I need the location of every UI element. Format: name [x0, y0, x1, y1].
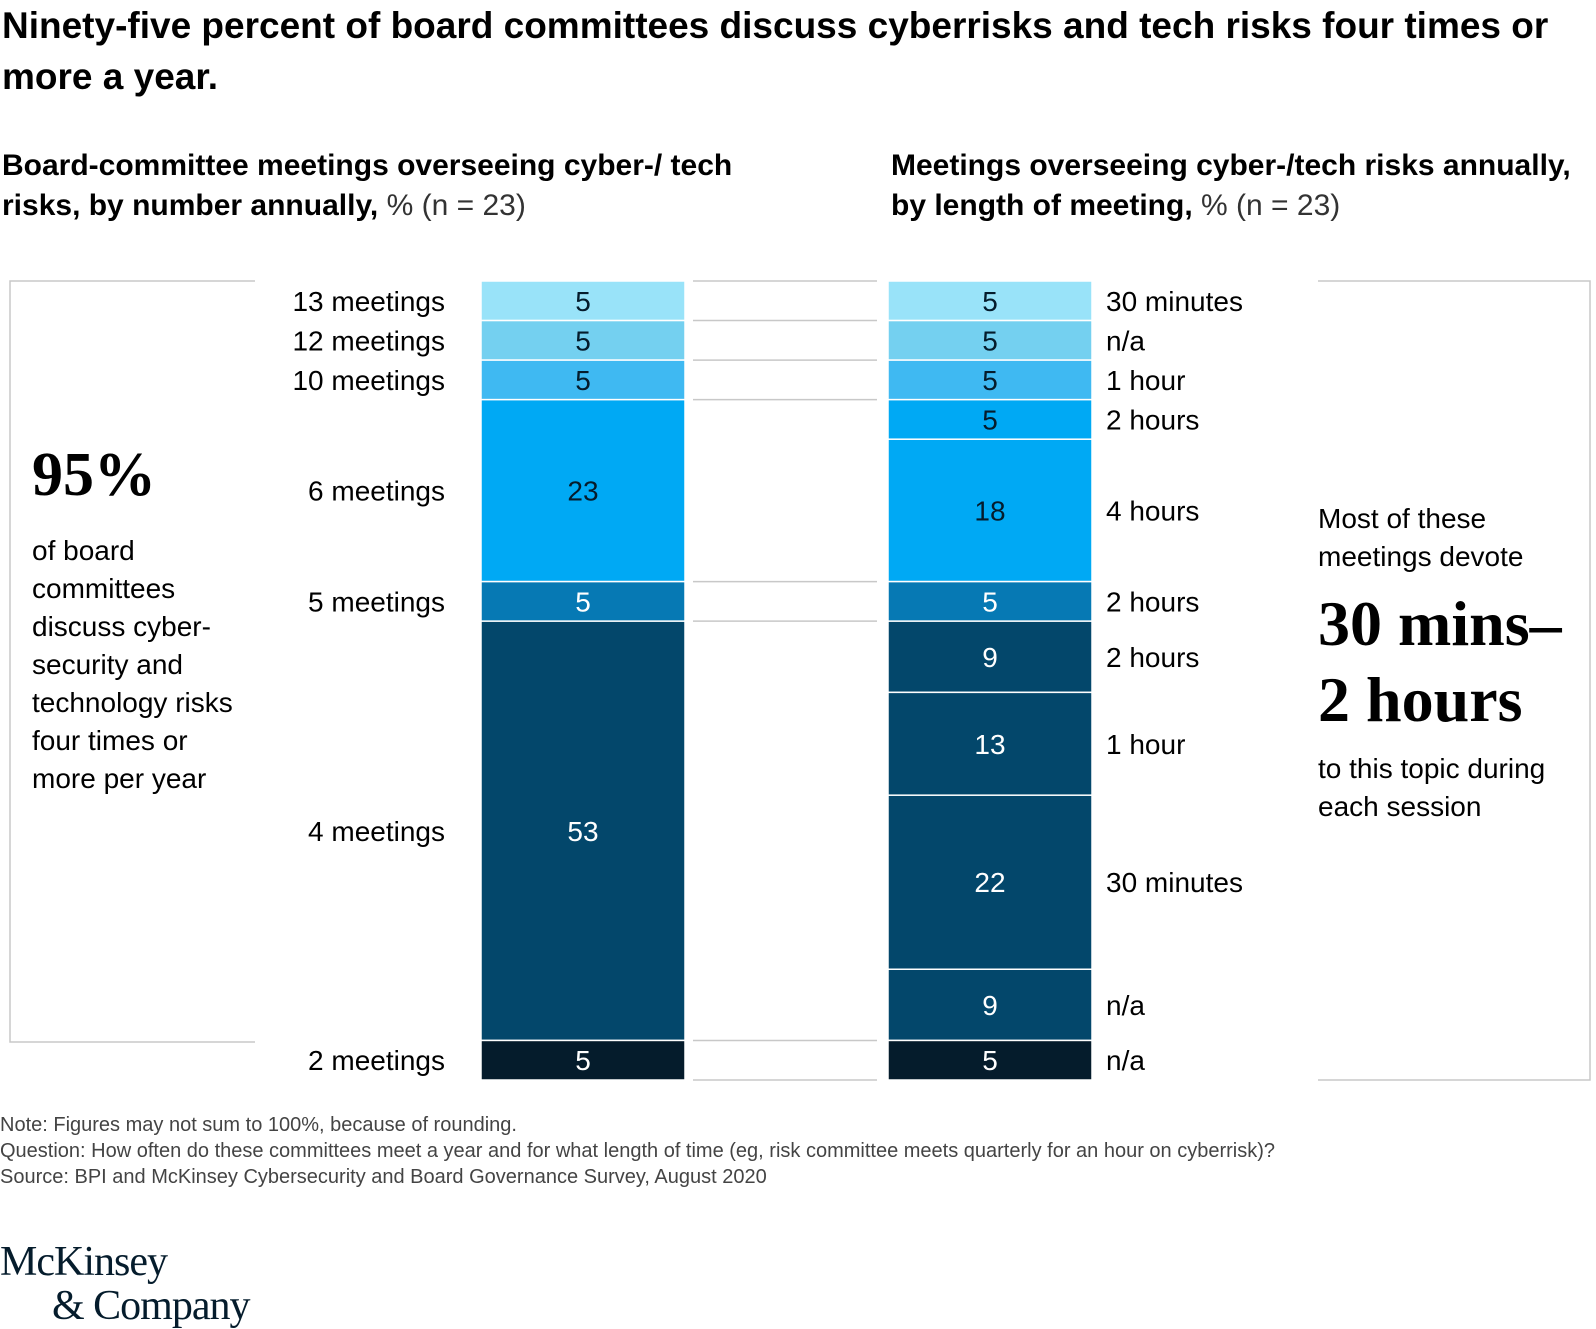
stacked-bar-charts: 5 13 meetings 5 12 meetings 5 10 meetings 23 6 …: [9, 280, 1591, 1081]
left-bar-category-label: 13 meetings: [292, 286, 445, 317]
right-bar-value-label: 13: [974, 729, 1005, 760]
right-bar-value-label: 5: [982, 1045, 998, 1076]
right-bar-category-label: 30 minutes: [1106, 286, 1243, 317]
left-callout-text: of board committees discuss cyber-securi…: [32, 535, 233, 794]
right-bar-value-label: 5: [982, 365, 998, 396]
chart-title: Ninety-five percent of board committees …: [2, 5, 1549, 97]
right-bar-value-label: 5: [982, 286, 998, 317]
left-bar-segment: [480, 580, 686, 622]
left-subtitle-unit: % (n = 23): [378, 189, 526, 222]
left-bar-value-label: 5: [575, 286, 591, 317]
right-bar-category-label: 2 hours: [1106, 586, 1199, 617]
right-bar-segment: [887, 1039, 1093, 1081]
right-subtitle-unit: % (n = 23): [1192, 189, 1341, 222]
left-bar-category-label: 4 meetings: [308, 816, 445, 847]
right-bar-category-label: 4 hours: [1106, 495, 1199, 526]
right-stacked-bar: 5 30 minutes 5 n/a 5 1 hour 5 2 hours 18 4 hours 5…: [887, 280, 1243, 1081]
left-callout-frame: [9, 280, 255, 1043]
right-bar-category-label: 2 hours: [1106, 404, 1199, 435]
right-callout-frame: [1318, 280, 1591, 1081]
right-bar-category-label: n/a: [1106, 990, 1145, 1021]
right-bar-segment: [887, 398, 1093, 440]
right-callout-outro: to this topic during each session: [1318, 753, 1546, 822]
left-bar-category-label: 10 meetings: [292, 365, 445, 396]
left-bar-segment: [480, 280, 686, 322]
right-bar-category-label: 2 hours: [1106, 642, 1199, 673]
left-subtitle-text: Board-committee meetings overseeing cybe…: [2, 149, 733, 222]
footnotes: Note: Figures may not sum to 100%, becau…: [0, 1112, 1590, 1190]
connector-lines: [693, 280, 877, 1081]
left-bar-value-label: 23: [567, 476, 598, 507]
right-bar-category-label: 1 hour: [1106, 365, 1185, 396]
left-bar-category-label: 12 meetings: [292, 325, 445, 356]
right-bar-value-label: 9: [982, 990, 998, 1021]
question-text: Question: How often do these committees …: [0, 1140, 1276, 1162]
right-bar-segment: [887, 359, 1093, 401]
right-bar-value-label: 9: [982, 642, 998, 673]
right-bar-category-label: 30 minutes: [1106, 867, 1243, 898]
right-bar-segment: [887, 280, 1093, 322]
note-text: Note: Figures may not sum to 100%, becau…: [0, 1114, 517, 1136]
right-callout-stat: 30 mins– 2 hours: [1318, 588, 1562, 735]
left-stacked-bar: 5 13 meetings 5 12 meetings 5 10 meetings 23 6 …: [292, 280, 686, 1081]
left-bar-value-label: 53: [567, 816, 598, 847]
left-bar-category-label: 5 meetings: [308, 586, 445, 617]
right-chart-subtitle: Meetings overseeing cyber-/tech risks an…: [891, 146, 1591, 226]
right-bar-category-label: 1 hour: [1106, 729, 1185, 760]
right-bar-segment: [887, 794, 1093, 970]
right-bar-value-label: 18: [974, 495, 1005, 526]
right-bar-value-label: 5: [982, 404, 998, 435]
right-bar-segment: [887, 438, 1093, 583]
right-callout-intro: Most of these meetings devote: [1318, 503, 1524, 572]
right-bar-value-label: 5: [982, 586, 998, 617]
left-callout-stat: 95%: [32, 441, 156, 509]
left-bar-category-label: 6 meetings: [308, 476, 445, 507]
left-callout: 95% of board committees discuss cyber-se…: [32, 440, 252, 798]
left-chart-subtitle: Board-committee meetings overseeing cybe…: [2, 146, 802, 226]
callout-frames: [9, 280, 1591, 1081]
left-bar-value-label: 5: [575, 586, 591, 617]
left-bar-segment: [480, 1039, 686, 1081]
right-bar-value-label: 5: [982, 325, 998, 356]
right-bar-category-label: n/a: [1106, 325, 1145, 356]
right-callout: Most of these meetings devote 30 mins– 2…: [1318, 500, 1588, 826]
mckinsey-logo: McKinsey & Company: [0, 1240, 250, 1328]
logo-line-1: McKinsey: [0, 1239, 168, 1285]
right-subtitle-text: Meetings overseeing cyber-/tech risks an…: [891, 149, 1571, 222]
right-bar-segment: [887, 620, 1093, 694]
left-bar-value-label: 5: [575, 1045, 591, 1076]
left-bar-value-label: 5: [575, 325, 591, 356]
right-bar-category-label: n/a: [1106, 1045, 1145, 1076]
left-bar-segment: [480, 319, 686, 361]
right-bar-segment: [887, 319, 1093, 361]
right-bar-segment: [887, 968, 1093, 1042]
left-bar-segment: [480, 620, 686, 1042]
left-bar-segment: [480, 398, 686, 583]
source-text: Source: BPI and McKinsey Cybersecurity a…: [0, 1166, 767, 1188]
logo-line-2: & Company: [52, 1283, 250, 1329]
right-bar-value-label: 22: [974, 867, 1005, 898]
left-bar-category-label: 2 meetings: [308, 1045, 445, 1076]
right-bar-segment: [887, 580, 1093, 622]
left-bar-value-label: 5: [575, 365, 591, 396]
